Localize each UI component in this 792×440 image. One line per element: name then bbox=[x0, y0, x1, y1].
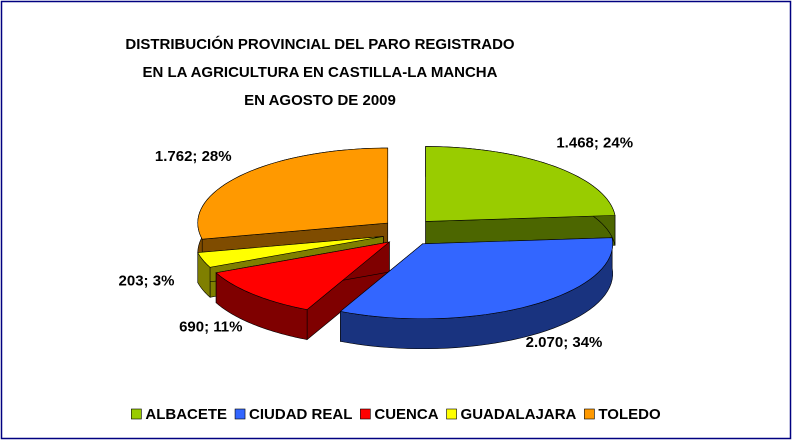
pie-slice bbox=[215, 241, 391, 341]
data-label: 203; 3% bbox=[119, 273, 175, 290]
data-label: 690; 11% bbox=[179, 319, 242, 336]
data-label: 2.070; 34% bbox=[526, 334, 603, 351]
data-label: 1.762; 28% bbox=[155, 148, 232, 165]
legend-swatch bbox=[446, 408, 457, 420]
slice-top bbox=[197, 147, 389, 240]
legend-label: GUADALAJARA bbox=[461, 406, 577, 423]
legend: ALBACETE CIUDAD REAL CUENCA GUADALAJARA TOLE… bbox=[131, 406, 661, 423]
slice-top bbox=[215, 241, 391, 310]
pie-slice bbox=[339, 237, 613, 350]
legend-swatch bbox=[360, 408, 371, 420]
slice-top bbox=[339, 237, 613, 320]
legend-label: ALBACETE bbox=[145, 406, 227, 423]
chart-title: DISTRIBUCIÓN PROVINCIAL DEL PARO REGISTR… bbox=[125, 35, 515, 53]
slice-top bbox=[197, 236, 384, 268]
chart-title: EN LA AGRICULTURA EN CASTILLA-LA MANCHA bbox=[143, 64, 498, 81]
legend-label: TOLEDO bbox=[598, 406, 661, 423]
slice-top bbox=[425, 146, 616, 222]
legend-swatch bbox=[131, 408, 142, 420]
legend-swatch bbox=[234, 408, 246, 420]
legend-label: CUENCA bbox=[374, 406, 438, 423]
data-label: 1.468; 24% bbox=[556, 135, 633, 152]
chart-title: EN AGOSTO DE 2009 bbox=[244, 92, 396, 109]
legend-swatch bbox=[584, 408, 595, 420]
legend-label: CIUDAD REAL bbox=[249, 406, 352, 423]
